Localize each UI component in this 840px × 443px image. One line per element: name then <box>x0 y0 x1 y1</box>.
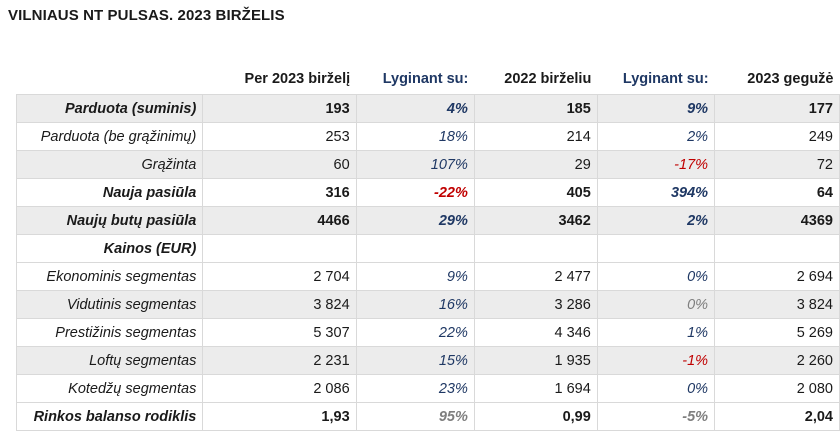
cell-compare-1: 9% <box>355 262 475 291</box>
cell-compare-2: 9% <box>596 94 716 123</box>
table-row: Kotedžų segmentas 2 086 23% 1 694 0% 2 080 <box>15 374 840 403</box>
cell-current: 193 <box>202 94 357 123</box>
cell-prev-year: 4 346 <box>473 318 598 347</box>
row-label: Vidutinis segmentas <box>15 290 204 319</box>
cell-compare-2: 1% <box>596 318 716 347</box>
cell-compare-1: 29% <box>355 206 475 235</box>
row-label: Ekonominis segmentas <box>15 262 204 291</box>
row-label: Parduota (suminis) <box>15 94 204 123</box>
cell-compare-2 <box>596 234 716 263</box>
cell-prev-year: 29 <box>473 150 598 179</box>
cell-prev-year: 214 <box>473 122 598 151</box>
cell-prev-year: 3462 <box>473 206 598 235</box>
table-row: Vidutinis segmentas 3 824 16% 3 286 0% 3 824 <box>15 290 840 319</box>
cell-compare-1: 95% <box>355 402 475 431</box>
cell-prev-year: 405 <box>473 178 598 207</box>
table-row: Parduota (suminis) 193 4% 185 9% 177 <box>15 94 840 123</box>
cell-compare-1: -22% <box>355 178 475 207</box>
header-row: Per 2023 birželį Lyginant su: 2022 birže… <box>16 64 840 95</box>
cell-prev-month: 72 <box>714 150 840 179</box>
cell-compare-2: 0% <box>596 374 716 403</box>
table-row: Ekonominis segmentas 2 704 9% 2 477 0% 2 694 <box>15 262 840 291</box>
cell-prev-year: 3 286 <box>473 290 598 319</box>
cell-current: 5 307 <box>202 318 357 347</box>
cell-current: 2 704 <box>202 262 357 291</box>
cell-prev-month: 249 <box>714 122 840 151</box>
row-label: Prestižinis segmentas <box>15 318 204 347</box>
table-row: Prestižinis segmentas 5 307 22% 4 346 1% 5 26… <box>15 318 840 347</box>
cell-current: 2 086 <box>202 374 357 403</box>
row-label: Parduota (be grąžinimų) <box>15 122 204 151</box>
header-compare-1: Lyginant su: <box>356 64 475 95</box>
row-label: Grąžinta <box>15 150 204 179</box>
cell-prev-month: 5 269 <box>714 318 840 347</box>
cell-prev-month: 64 <box>714 178 840 207</box>
row-label: Nauja pasiūla <box>15 178 204 207</box>
cell-current: 316 <box>202 178 357 207</box>
cell-current: 1,93 <box>202 402 357 431</box>
cell-compare-2: -17% <box>596 150 716 179</box>
cell-prev-month: 2,04 <box>714 402 840 431</box>
cell-compare-2: 394% <box>596 178 716 207</box>
header-label <box>16 64 203 95</box>
table-row: Naujų butų pasiūla 4466 29% 3462 2% 4369 <box>15 206 840 235</box>
table-row: Rinkos balanso rodiklis 1,93 95% 0,99 -5% 2,0… <box>15 402 840 431</box>
page-title: VILNIAUS NT PULSAS. 2023 BIRŽELIS <box>8 7 285 24</box>
cell-prev-year: 2 477 <box>473 262 598 291</box>
cell-prev-month: 3 824 <box>714 290 840 319</box>
cell-prev-year: 1 935 <box>473 346 598 375</box>
cell-compare-2: -5% <box>596 402 716 431</box>
row-label: Kainos (EUR) <box>15 234 204 263</box>
cell-compare-1: 15% <box>355 346 475 375</box>
header-compare-2: Lyginant su: <box>597 64 715 95</box>
table-row: Kainos (EUR) <box>15 234 840 263</box>
cell-current: 60 <box>202 150 357 179</box>
cell-compare-1: 22% <box>355 318 475 347</box>
table-row: Parduota (be grąžinimų) 253 18% 214 2% 249 <box>15 122 840 151</box>
cell-prev-month: 4369 <box>714 206 840 235</box>
cell-prev-month: 2 694 <box>714 262 840 291</box>
data-table: Per 2023 birželį Lyginant su: 2022 birže… <box>15 64 840 431</box>
header-prev-year: 2022 birželiu <box>474 64 598 95</box>
cell-compare-2: -1% <box>596 346 716 375</box>
cell-prev-month: 2 080 <box>714 374 840 403</box>
cell-current: 253 <box>202 122 357 151</box>
cell-compare-1: 4% <box>355 94 475 123</box>
header-prev-month: 2023 gegužė <box>714 64 840 95</box>
header-current: Per 2023 birželį <box>202 64 357 95</box>
row-label: Rinkos balanso rodiklis <box>15 402 204 431</box>
cell-prev-year <box>473 234 598 263</box>
row-label: Kotedžų segmentas <box>15 374 204 403</box>
cell-compare-2: 2% <box>596 206 716 235</box>
table-row: Loftų segmentas 2 231 15% 1 935 -1% 2 260 <box>15 346 840 375</box>
cell-current: 4466 <box>202 206 357 235</box>
cell-compare-1: 23% <box>355 374 475 403</box>
cell-current: 2 231 <box>202 346 357 375</box>
cell-compare-1: 107% <box>355 150 475 179</box>
cell-prev-month: 177 <box>714 94 840 123</box>
row-label: Loftų segmentas <box>15 346 204 375</box>
cell-compare-1: 16% <box>355 290 475 319</box>
cell-current <box>202 234 357 263</box>
cell-compare-2: 0% <box>596 290 716 319</box>
cell-compare-1 <box>355 234 475 263</box>
cell-compare-2: 0% <box>596 262 716 291</box>
cell-prev-month <box>714 234 840 263</box>
cell-prev-year: 1 694 <box>473 374 598 403</box>
table-row: Nauja pasiūla 316 -22% 405 394% 64 <box>15 178 840 207</box>
table-row: Grąžinta 60 107% 29 -17% 72 <box>15 150 840 179</box>
row-label: Naujų butų pasiūla <box>15 206 204 235</box>
cell-compare-2: 2% <box>596 122 716 151</box>
cell-prev-year: 185 <box>473 94 598 123</box>
cell-prev-month: 2 260 <box>714 346 840 375</box>
cell-compare-1: 18% <box>355 122 475 151</box>
cell-current: 3 824 <box>202 290 357 319</box>
cell-prev-year: 0,99 <box>473 402 598 431</box>
